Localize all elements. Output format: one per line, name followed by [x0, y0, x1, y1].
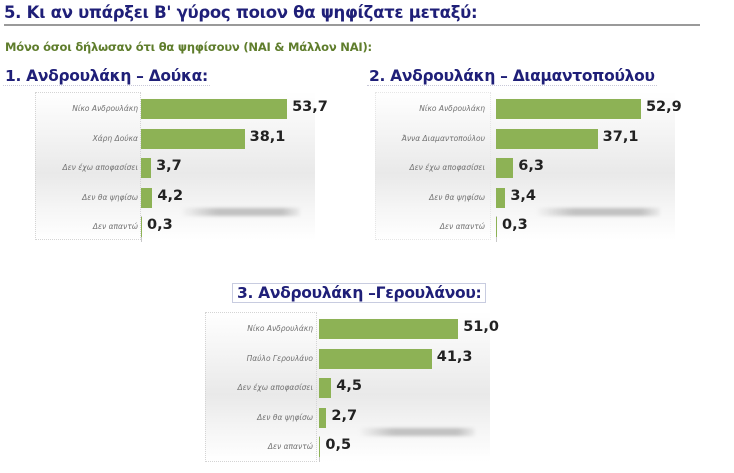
page-heading: 5. Κι αν υπάρξει Β' γύρος ποιον θα ψηφίζ… [4, 3, 700, 26]
category-label: Νίκο Ανδρουλάκη [72, 104, 138, 113]
data-bar [496, 158, 514, 178]
chart-shadow-decoration [536, 207, 660, 216]
value-label: 51,0 [463, 319, 499, 335]
category-label: Δεν έχω αποφασίσει [62, 163, 139, 172]
page-subheading: Μόνο όσοι δήλωσαν ότι θα ψηφίσουν (ΝΑΙ &… [5, 40, 372, 54]
data-bar [141, 217, 142, 237]
category-label: Δεν απαντώ [267, 442, 313, 451]
category-label: Δεν απαντώ [439, 222, 485, 231]
chart-shadow-decoration [181, 207, 300, 216]
value-label: 0,3 [147, 217, 173, 233]
data-bar [319, 319, 459, 339]
value-label: 41,3 [436, 348, 473, 365]
value-label: 38,1 [249, 128, 286, 145]
value-label: 53,7 [292, 99, 328, 115]
data-bar [496, 99, 641, 119]
data-bar [319, 348, 432, 369]
data-bar [141, 128, 245, 149]
category-label: Δεν έχω αποφασίσει [237, 383, 314, 392]
category-label: Δεν θα ψηφίσω [429, 192, 485, 202]
value-label: 4,5 [336, 378, 362, 394]
chart-1: Νίκο Ανδρουλάκη 53,7 Χάρη Δούκα 38,1 Δεν έχω… [35, 92, 328, 242]
data-bar [319, 407, 327, 428]
chart-3-label-frame [205, 312, 317, 462]
value-label: 4,2 [157, 187, 184, 204]
value-label: 3,7 [156, 158, 182, 174]
data-bar [496, 187, 506, 208]
data-bar [141, 99, 288, 119]
data-bar [319, 378, 332, 398]
category-label: Δεν έχω αποφασίσει [409, 163, 486, 172]
value-label: 37,1 [602, 128, 639, 145]
chart-3: Νίκο Ανδρουλάκη 51,0 Παύλο Γερουλάνο 41,3 Δε… [205, 312, 499, 462]
data-bar [141, 187, 153, 208]
value-label: 6,3 [518, 158, 544, 174]
value-label: 2,7 [331, 407, 358, 424]
value-label: 0,3 [502, 217, 528, 233]
category-label: Δεν θα ψηφίσω [82, 192, 138, 202]
data-bar [141, 158, 152, 178]
data-bar [319, 437, 321, 457]
category-label: Παύλο Γερουλάνο [246, 353, 313, 363]
chart-1-title: 1. Ανδρουλάκη – Δούκα: [3, 67, 210, 86]
chart-3-title: 3. Ανδρουλάκη –Γερουλάνου: [232, 283, 487, 303]
chart-2-title: 2. Ανδρουλάκη – Διαμαντοπούλου [367, 67, 657, 86]
data-bar [496, 128, 598, 149]
value-label: 52,9 [645, 99, 682, 115]
category-label: Νίκο Ανδρουλάκη [247, 324, 313, 333]
value-label: 3,4 [510, 187, 536, 204]
chart-shadow-decoration [359, 427, 475, 436]
category-label: Χάρη Δούκα [92, 133, 138, 143]
data-bar [496, 217, 497, 237]
category-label: Νίκο Ανδρουλάκη [419, 104, 485, 113]
chart-2: Νίκο Ανδρουλάκη 52,9 Άννα Διαμαντοπούλου 37… [375, 92, 682, 242]
category-label: Δεν θα ψηφίσω [257, 412, 313, 422]
value-label: 0,5 [325, 437, 352, 453]
category-label: Άννα Διαμαντοπούλου [401, 133, 485, 143]
chart-1-label-frame [35, 92, 141, 240]
chart-2-label-frame [375, 92, 491, 240]
category-label: Δεν απαντώ [92, 222, 138, 231]
